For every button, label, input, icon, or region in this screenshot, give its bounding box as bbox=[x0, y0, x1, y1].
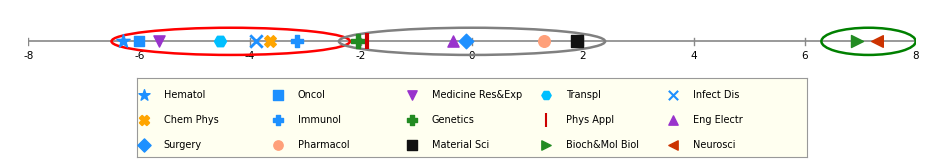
Point bbox=[290, 40, 305, 43]
Point bbox=[115, 40, 130, 43]
Text: Surgery: Surgery bbox=[163, 140, 202, 150]
Point bbox=[136, 143, 151, 146]
Text: Genetics: Genetics bbox=[431, 115, 475, 125]
Point bbox=[459, 40, 474, 43]
Point bbox=[850, 40, 865, 43]
Text: 4: 4 bbox=[690, 51, 698, 61]
Text: 2: 2 bbox=[580, 51, 586, 61]
Text: Neurosci: Neurosci bbox=[693, 140, 735, 150]
Point bbox=[248, 40, 263, 43]
Text: Bioch&Mol Biol: Bioch&Mol Biol bbox=[565, 140, 639, 150]
Point bbox=[536, 40, 551, 43]
Point bbox=[136, 119, 151, 121]
Text: -8: -8 bbox=[24, 51, 33, 61]
Point bbox=[262, 40, 278, 43]
Point bbox=[869, 40, 885, 43]
Point bbox=[538, 94, 553, 97]
Text: Eng Electr: Eng Electr bbox=[693, 115, 743, 125]
Point bbox=[270, 119, 285, 121]
Text: -6: -6 bbox=[134, 51, 144, 61]
Text: 0: 0 bbox=[469, 51, 475, 61]
Text: Immunol: Immunol bbox=[297, 115, 341, 125]
Point bbox=[666, 119, 681, 121]
Text: Chem Phys: Chem Phys bbox=[163, 115, 218, 125]
Text: Hematol: Hematol bbox=[163, 90, 205, 100]
Text: Infect Dis: Infect Dis bbox=[693, 90, 739, 100]
Text: -4: -4 bbox=[245, 51, 255, 61]
Text: 6: 6 bbox=[801, 51, 808, 61]
Text: -2: -2 bbox=[356, 51, 366, 61]
Point bbox=[666, 143, 681, 146]
Point bbox=[404, 143, 419, 146]
Point bbox=[570, 40, 585, 43]
Point bbox=[404, 119, 419, 121]
Text: Oncol: Oncol bbox=[297, 90, 326, 100]
Text: Pharmacol: Pharmacol bbox=[297, 140, 349, 150]
Text: Transpl: Transpl bbox=[565, 90, 600, 100]
Point bbox=[445, 40, 460, 43]
Text: Medicine Res&Exp: Medicine Res&Exp bbox=[431, 90, 522, 100]
Point bbox=[212, 40, 228, 43]
Point bbox=[404, 94, 419, 97]
Point bbox=[666, 94, 681, 97]
Point bbox=[270, 94, 285, 97]
Point bbox=[270, 143, 285, 146]
Point bbox=[131, 40, 146, 43]
Point bbox=[151, 40, 166, 43]
Text: Material Sci: Material Sci bbox=[431, 140, 489, 150]
Point bbox=[136, 94, 151, 97]
Text: 8: 8 bbox=[912, 51, 919, 61]
Point bbox=[538, 143, 553, 146]
Point bbox=[359, 40, 374, 43]
Point bbox=[351, 40, 366, 43]
Point bbox=[538, 119, 553, 121]
Text: Phys Appl: Phys Appl bbox=[565, 115, 614, 125]
